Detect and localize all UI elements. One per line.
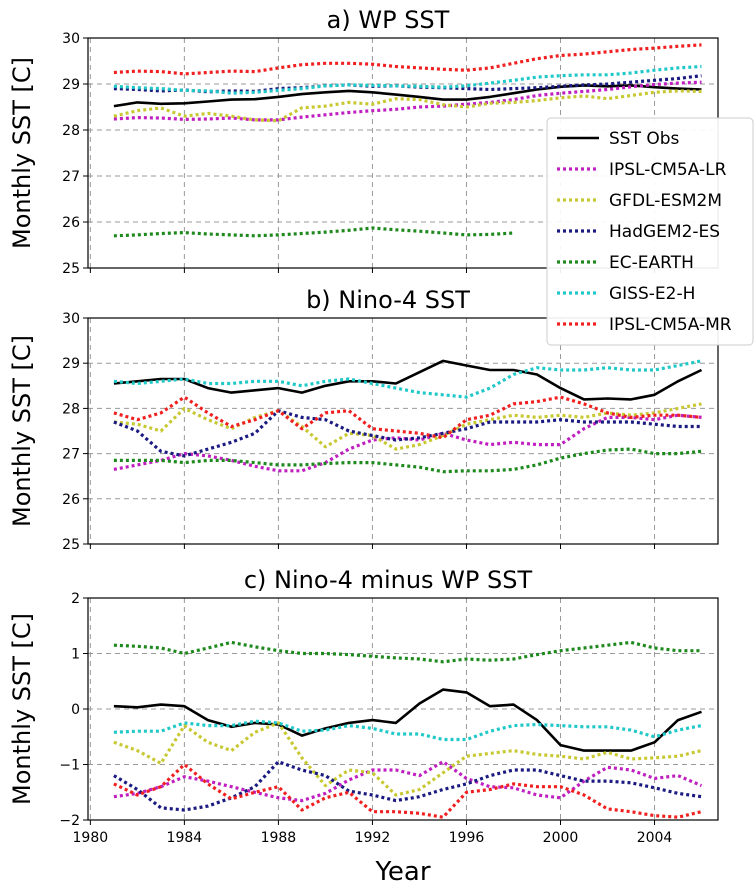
series-line-ipsl-cm5a-lr xyxy=(113,80,702,122)
series-line-gfdl-esm2m xyxy=(113,402,702,451)
y-tick-label: 1 xyxy=(71,647,80,663)
x-tick-label: 1984 xyxy=(167,830,203,846)
legend-box xyxy=(546,117,754,346)
plot-frame xyxy=(87,317,719,545)
series-line-gfdl-esm2m xyxy=(113,89,702,123)
y-axis-label: Monthly SST [C] xyxy=(8,613,36,805)
series-line-gfdl-esm2m xyxy=(113,721,702,797)
y-tick-label: 28 xyxy=(62,123,80,139)
legend-label-ipsl-cm5a-lr: IPSL-CM5A-LR xyxy=(609,160,727,180)
y-tick-label: 27 xyxy=(62,447,80,463)
y-axis-label: Monthly SST [C] xyxy=(8,57,36,249)
y-tick-label: 25 xyxy=(62,261,80,277)
x-tick-label: 1996 xyxy=(449,830,485,846)
series-line-ipsl-cm5a-lr xyxy=(113,760,703,803)
series-line-sst-obs xyxy=(113,359,703,401)
x-tick-label: 2004 xyxy=(637,830,673,846)
series-line-sst-obs xyxy=(113,84,702,108)
x-tick-label: 1988 xyxy=(261,830,297,846)
legend: SST Obs IPSL-CM5A-LR GFDL-ESM2M HadGEM2-ES E… xyxy=(546,117,754,346)
y-tick-label: 30 xyxy=(62,311,80,327)
panel-3: 1980 1984 1988 1992 1996 2000 2004 −2 −1 0 1 2 c) Ni… xyxy=(8,566,719,886)
series-line-giss-e2-h xyxy=(113,719,702,742)
legend-label-gfdl-esm2m: GFDL-ESM2M xyxy=(609,191,722,211)
series-line-hadgem2-es xyxy=(113,760,702,812)
y-tick-label: 30 xyxy=(62,31,80,47)
legend-label-giss-e2-h: GISS-E2-H xyxy=(609,284,695,304)
series-line-hadgem2-es xyxy=(113,409,702,458)
y-tick-label: 29 xyxy=(62,77,80,93)
y-axis-label: Monthly SST [C] xyxy=(8,335,36,527)
x-tick-label: 1980 xyxy=(73,830,109,846)
legend-label-sst-obs: SST Obs xyxy=(609,129,680,149)
series-line-giss-e2-h xyxy=(113,64,702,95)
y-tick-label: −1 xyxy=(59,758,80,774)
x-axis-label: Year xyxy=(374,857,430,886)
panel-2: 25 26 27 28 29 30 b) Nino-4 SST Monthly SST [C] xyxy=(8,286,719,553)
y-tick-label: 26 xyxy=(62,492,80,508)
series-line-ec-earth xyxy=(113,447,702,474)
series-line-ipsl-cm5a-mr xyxy=(113,43,702,76)
y-tick-label: 29 xyxy=(62,356,80,372)
y-tick-label: −2 xyxy=(59,813,80,829)
series-line-ipsl-cm5a-mr xyxy=(113,395,702,440)
y-tick-label: 26 xyxy=(62,215,80,231)
series-line-giss-e2-h xyxy=(113,359,702,399)
y-tick-label: 27 xyxy=(62,169,80,185)
series-line-sst-obs xyxy=(113,688,702,752)
x-tick-label: 1992 xyxy=(355,830,391,846)
y-tick-label: 28 xyxy=(62,401,80,417)
legend-label-ipsl-cm5a-mr: IPSL-CM5A-MR xyxy=(609,315,732,335)
legend-label-ec-earth: EC-EARTH xyxy=(609,253,694,273)
series-line-ipsl-cm5a-mr xyxy=(113,762,702,819)
legend-label-hadgem2-es: HadGEM2-ES xyxy=(609,222,720,242)
x-tick-label: 2000 xyxy=(543,830,579,846)
y-tick-label: 0 xyxy=(71,702,80,718)
y-tick-label: 25 xyxy=(62,537,80,553)
y-tick-label: 2 xyxy=(71,591,80,607)
panel-title: c) Nino-4 minus WP SST xyxy=(244,566,533,594)
series-line-ec-earth xyxy=(113,226,514,238)
panel-title: b) Nino-4 SST xyxy=(306,286,470,314)
series-line-ec-earth xyxy=(113,640,702,664)
panel-title: a) WP SST xyxy=(327,6,450,34)
